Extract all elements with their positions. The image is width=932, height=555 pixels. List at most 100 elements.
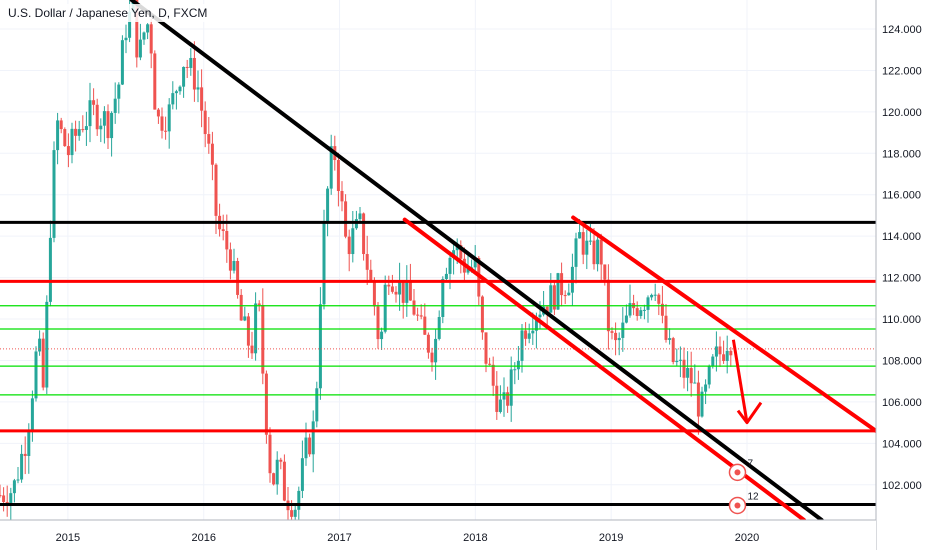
candle-body — [653, 294, 657, 296]
candle-body — [106, 111, 110, 139]
candle-body — [56, 120, 60, 151]
candle-body — [27, 431, 31, 456]
candle-body — [671, 338, 675, 363]
candle-body — [182, 66, 186, 87]
candle-body — [232, 261, 236, 271]
candle-body — [495, 385, 499, 412]
candle-body — [664, 315, 668, 340]
candle-body — [264, 373, 268, 435]
candle-body — [646, 297, 650, 310]
candle-body — [693, 382, 697, 384]
candle-body — [369, 269, 373, 281]
candle-body — [448, 257, 452, 274]
candle-body — [416, 314, 420, 316]
candle-body — [704, 384, 708, 392]
candle-body — [30, 398, 34, 432]
candle-body — [506, 392, 510, 406]
candle-body — [466, 268, 470, 273]
candle-body — [365, 254, 369, 270]
candle-body — [0, 495, 2, 497]
y-tick-label: 124.000 — [882, 24, 922, 36]
candle-body — [282, 461, 286, 501]
candle-body — [124, 37, 128, 41]
x-tick-label: 2020 — [735, 532, 759, 544]
candle-body — [200, 87, 204, 111]
candle-body — [722, 354, 726, 361]
candle-body — [509, 369, 513, 406]
candle-body — [196, 87, 200, 90]
candle-body — [603, 264, 607, 280]
event-markers-layer: 7 12 — [728, 458, 759, 515]
candle-body — [484, 332, 488, 364]
candle-body — [88, 100, 92, 127]
candle-body — [596, 239, 600, 265]
event-marker-count: 7 — [747, 458, 753, 469]
candle-body — [20, 453, 24, 480]
candle-body — [675, 360, 679, 363]
candle-body — [660, 303, 664, 316]
candle-body — [714, 346, 718, 357]
candle-body — [423, 316, 427, 335]
candle-body — [376, 306, 380, 340]
candle-body — [207, 134, 211, 144]
y-tick-label: 122.000 — [882, 65, 922, 77]
candle-body — [707, 366, 711, 385]
candle-body — [9, 493, 13, 506]
candle-body — [63, 129, 67, 147]
candle-body — [610, 331, 614, 333]
candle-body — [185, 66, 189, 68]
candle-body — [279, 459, 283, 462]
candle-body — [16, 479, 20, 481]
price-axis-panel — [876, 0, 932, 550]
candle-body — [92, 100, 96, 105]
candle-body — [444, 273, 448, 279]
y-tick-label: 110.000 — [882, 314, 921, 326]
candle-body — [272, 473, 276, 485]
candle-body — [578, 232, 582, 239]
candle-body — [398, 280, 402, 295]
candle-body — [642, 309, 646, 311]
candle-body — [70, 128, 74, 156]
candle-body — [362, 213, 366, 255]
trend-line — [571, 215, 878, 433]
candle-body — [113, 98, 117, 113]
candle-body — [725, 350, 729, 361]
y-tick-label: 102.000 — [882, 480, 922, 492]
candle-body — [434, 338, 438, 363]
candle-body — [387, 284, 391, 287]
candle-body — [228, 249, 232, 271]
candle-body — [570, 266, 574, 293]
candle-body — [77, 129, 81, 136]
candle-body — [657, 294, 661, 304]
candle-body — [290, 510, 294, 517]
candle-body — [329, 146, 333, 189]
candle-body — [628, 303, 632, 316]
y-tick-label: 108.000 — [882, 355, 922, 367]
candle-body — [621, 322, 625, 338]
candle-body — [178, 86, 182, 92]
candle-body — [635, 308, 639, 317]
candle-body — [52, 150, 56, 238]
candle-body — [300, 458, 304, 491]
candle-body — [315, 388, 319, 422]
candle-body — [390, 286, 394, 292]
candle-body — [401, 280, 405, 303]
candle-body — [405, 280, 409, 303]
candle-body — [135, 0, 139, 58]
candle-body — [48, 237, 52, 302]
candle-body — [480, 296, 484, 333]
y-tick-label: 104.000 — [882, 438, 922, 450]
candle-body — [491, 364, 495, 386]
candle-body — [686, 368, 690, 378]
candle-body — [689, 368, 693, 384]
candle-body — [336, 160, 340, 191]
x-tick-label: 2018 — [463, 532, 487, 544]
candle-body — [293, 509, 297, 517]
chart-title: U.S. Dollar / Japanese Yen, D, FXCM — [4, 4, 212, 22]
candle-body — [711, 356, 715, 367]
candle-body — [545, 306, 549, 313]
event-marker-dot — [734, 469, 741, 476]
candle-body — [142, 32, 146, 40]
